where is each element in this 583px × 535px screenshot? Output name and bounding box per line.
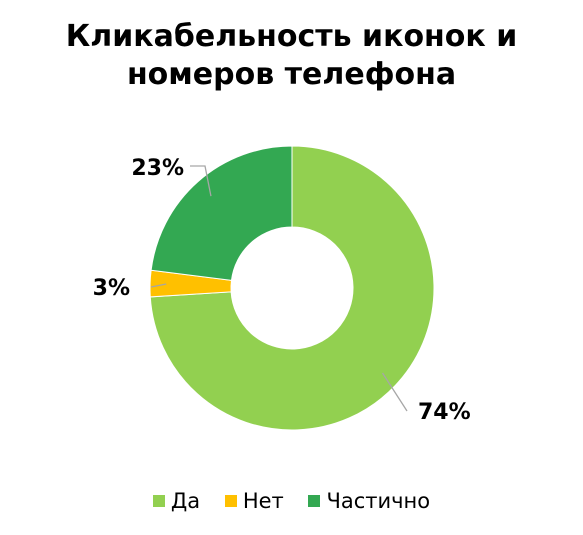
legend-item-da: Да xyxy=(152,489,201,513)
data-label-1: 74% xyxy=(418,400,471,425)
data-label-2: 3% xyxy=(93,276,130,301)
chart-title-line-2: номеров телефона xyxy=(126,57,457,92)
leader-line-1 xyxy=(381,372,408,412)
legend-label: Да xyxy=(170,489,201,513)
data-labels-group: 74% 3% 23% xyxy=(93,156,471,425)
leader-line-2 xyxy=(150,283,167,288)
legend-item-chastichno: Частично xyxy=(308,489,430,513)
legend: Да Нет Частично xyxy=(0,488,583,513)
legend-label: Нет xyxy=(242,489,284,513)
chart-title-line-1: Кликабельность иконок и xyxy=(65,19,518,54)
legend-swatch xyxy=(224,495,237,507)
leader-lines-group xyxy=(150,165,408,412)
slice-3 xyxy=(150,145,293,281)
legend-swatch xyxy=(152,495,165,507)
legend-swatch xyxy=(308,495,321,507)
legend-item-net: Нет xyxy=(224,489,284,513)
data-label-3: 23% xyxy=(131,156,184,181)
leader-line-3 xyxy=(190,165,212,197)
legend-label: Частично xyxy=(326,489,431,513)
chart-title: Кликабельность иконок и номеров телефона xyxy=(0,18,583,94)
slices-group xyxy=(149,145,435,431)
slice-1 xyxy=(149,145,435,431)
